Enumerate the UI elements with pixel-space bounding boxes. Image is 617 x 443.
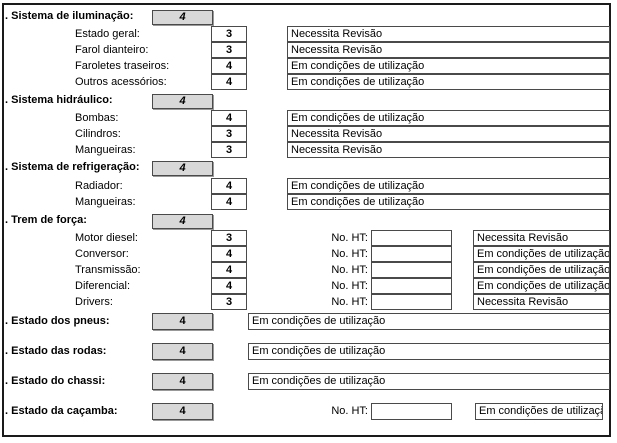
summary-label: . Estado dos pneus: [5,315,110,327]
summary-status-box[interactable]: Em condições de utilização [248,373,610,390]
item-status-box[interactable]: Necessita Revisão [287,26,610,42]
item-label: Conversor: [75,248,129,260]
section-score-box[interactable]: 4 [152,10,213,25]
summary-status-box[interactable]: Em condições de utilização [248,313,610,330]
ht-label: No. HT: [331,405,368,417]
item-status-box[interactable]: Em condições de utilização [287,58,610,74]
section-label: . Sistema de refrigeração: [5,161,140,173]
item-label: Drivers: [75,296,113,308]
item-label: Bombas: [75,112,119,124]
item-label: Farol dianteiro: [75,44,149,56]
item-status-box[interactable]: Necessita Revisão [473,294,610,310]
ht-input[interactable] [371,262,452,278]
section-score-box[interactable]: 4 [152,161,213,176]
summary-score-box[interactable]: 4 [152,403,213,420]
ht-label: No. HT: [331,248,368,260]
item-score-box[interactable]: 3 [211,26,247,42]
item-label: Outros acessórios: [75,76,167,88]
item-label: Estado geral: [75,28,140,40]
section-label: . Trem de força: [5,214,87,226]
item-status-box[interactable]: Em condições de utilização [473,246,610,262]
item-status-box[interactable]: Necessita Revisão [287,126,610,142]
ht-input[interactable] [371,230,452,246]
ht-input[interactable] [371,294,452,310]
item-status-box[interactable]: Em condições de utilização [287,110,610,126]
item-score-box[interactable]: 3 [211,230,247,246]
summary-label: . Estado da caçamba: [5,405,118,417]
ht-label: No. HT: [331,280,368,292]
item-score-box[interactable]: 3 [211,126,247,142]
ht-label: No. HT: [331,264,368,276]
item-status-box[interactable]: Em condições de utilização [287,74,610,90]
summary-score-box[interactable]: 4 [152,343,213,360]
item-label: Motor diesel: [75,232,138,244]
item-status-box[interactable]: Em condições de utilização [473,262,610,278]
section-label: . Sistema de iluminação: [5,10,134,22]
item-status-box[interactable]: Necessita Revisão [287,42,610,58]
item-label: Faroletes traseiros: [75,60,170,72]
summary-score-box[interactable]: 4 [152,373,213,390]
item-score-box[interactable]: 3 [211,142,247,158]
item-score-box[interactable]: 4 [211,74,247,90]
item-label: Mangueiras: [75,196,136,208]
summary-status-box[interactable]: Em condições de utilização [248,343,610,360]
item-status-box[interactable]: Em condições de utilização [473,278,610,294]
ht-input[interactable] [371,246,452,262]
item-status-box[interactable]: Em condições de utilização [287,178,610,194]
item-label: Mangueiras: [75,144,136,156]
summary-label: . Estado das rodas: [5,345,107,357]
item-score-box[interactable]: 3 [211,42,247,58]
summary-status-box[interactable]: Em condições de utilização [475,403,603,420]
item-score-box[interactable]: 4 [211,262,247,278]
item-score-box[interactable]: 4 [211,110,247,126]
item-score-box[interactable]: 4 [211,278,247,294]
ht-input[interactable] [371,403,452,420]
ht-label: No. HT: [331,232,368,244]
item-label: Diferencial: [75,280,131,292]
item-score-box[interactable]: 4 [211,178,247,194]
item-label: Transmissão: [75,264,141,276]
ht-input[interactable] [371,278,452,294]
item-status-box[interactable]: Necessita Revisão [473,230,610,246]
item-label: Cilindros: [75,128,121,140]
item-score-box[interactable]: 3 [211,294,247,310]
item-score-box[interactable]: 4 [211,194,247,210]
section-label: . Sistema hidráulico: [5,94,113,106]
section-score-box[interactable]: 4 [152,94,213,109]
ht-label: No. HT: [331,296,368,308]
item-status-box[interactable]: Em condições de utilização [287,194,610,210]
summary-score-box[interactable]: 4 [152,313,213,330]
item-score-box[interactable]: 4 [211,58,247,74]
item-label: Radiador: [75,180,123,192]
item-status-box[interactable]: Necessita Revisão [287,142,610,158]
item-score-box[interactable]: 4 [211,246,247,262]
section-score-box[interactable]: 4 [152,214,213,229]
summary-label: . Estado do chassi: [5,375,106,387]
